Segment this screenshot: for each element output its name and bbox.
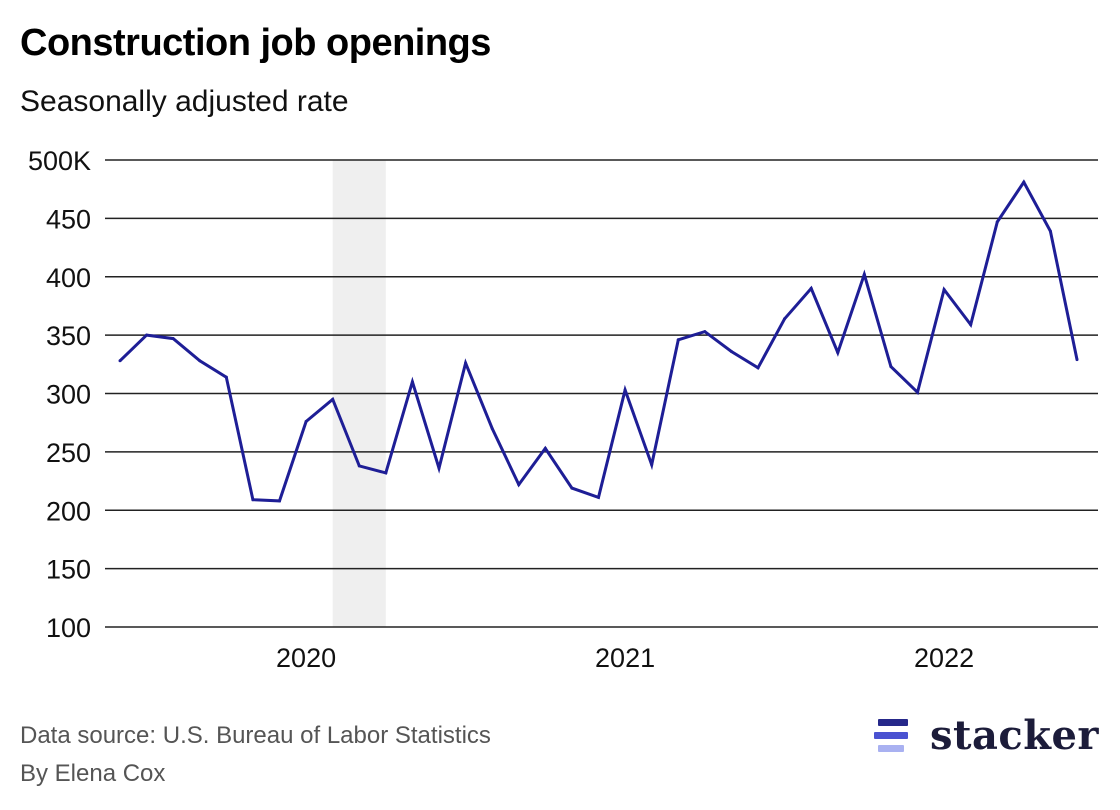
data-point <box>224 375 228 379</box>
data-point <box>650 463 654 467</box>
data-point <box>836 351 840 355</box>
y-tick-label: 350 <box>46 321 91 351</box>
data-point <box>1022 180 1026 184</box>
data-point <box>969 323 973 327</box>
x-axis-tick-labels: 2020 2021 2022 <box>276 643 974 673</box>
data-point <box>729 349 733 353</box>
data-point <box>862 272 866 276</box>
data-point <box>1075 358 1079 362</box>
data-point <box>384 471 388 475</box>
data-point <box>995 220 999 224</box>
data-point <box>410 380 414 384</box>
y-axis-tick-labels: 100 150 200 250 300 350 400 450 500K <box>28 146 91 643</box>
data-point <box>942 288 946 292</box>
data-source-note: Data source: U.S. Bureau of Labor Statis… <box>20 722 491 749</box>
data-point <box>464 361 468 365</box>
author-byline: By Elena Cox <box>20 760 166 787</box>
data-point <box>543 446 547 450</box>
y-tick-label: 250 <box>46 438 91 468</box>
x-tick-label: 2021 <box>595 643 655 673</box>
data-point <box>756 366 760 370</box>
data-point <box>331 397 335 401</box>
data-point <box>437 466 441 470</box>
data-point <box>304 420 308 424</box>
series-line <box>118 179 1079 503</box>
y-tick-label: 300 <box>46 380 91 410</box>
data-point <box>916 390 919 394</box>
data-point <box>198 359 202 363</box>
y-tick-label: 100 <box>46 613 91 643</box>
data-point <box>809 286 813 290</box>
data-point <box>278 499 281 503</box>
data-point <box>490 427 494 431</box>
data-point <box>623 388 627 392</box>
data-point <box>145 333 149 337</box>
data-point <box>783 317 787 321</box>
data-point <box>703 330 707 334</box>
stacker-logo-icon <box>874 719 908 752</box>
data-point <box>676 338 680 342</box>
data-point <box>171 337 175 341</box>
y-tick-label: 500K <box>28 146 91 176</box>
x-tick-label: 2020 <box>276 643 336 673</box>
stacker-logo[interactable]: stacker <box>874 714 1099 758</box>
chart-series <box>118 179 1079 503</box>
y-tick-label: 150 <box>46 555 91 585</box>
data-point <box>597 495 600 499</box>
chart-subtitle: Seasonally adjusted rate <box>20 85 349 118</box>
data-point <box>517 483 521 487</box>
x-tick-label: 2022 <box>914 643 974 673</box>
chart-gridlines <box>105 159 1098 628</box>
y-tick-label: 450 <box>46 204 91 234</box>
data-point <box>118 359 122 363</box>
stacker-wordmark: stacker <box>930 712 1100 759</box>
data-point <box>1048 229 1052 233</box>
y-tick-label: 200 <box>46 496 91 526</box>
data-point <box>570 486 574 490</box>
data-point <box>251 498 255 502</box>
data-point <box>357 464 361 468</box>
data-point <box>889 365 893 369</box>
y-tick-label: 400 <box>46 263 91 293</box>
chart-title: Construction job openings <box>20 22 491 64</box>
